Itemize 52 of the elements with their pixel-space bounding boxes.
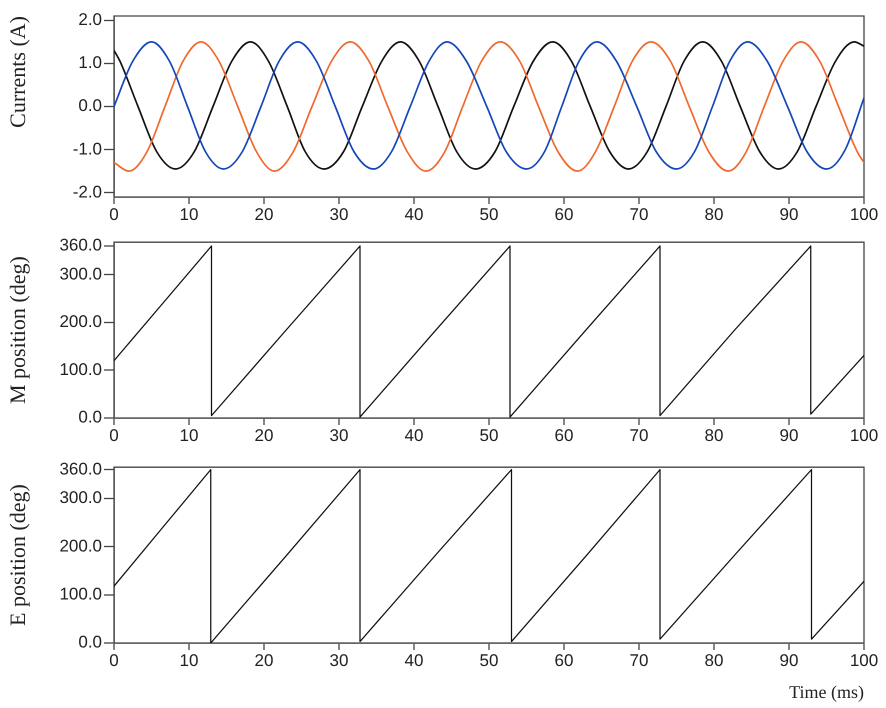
x-tick-label: 20 xyxy=(254,204,274,224)
x-tick-label: 80 xyxy=(704,204,724,224)
x-tick-label: 20 xyxy=(254,650,274,670)
x-tick-label: 50 xyxy=(480,650,498,670)
x-tick-label: 100 xyxy=(850,204,878,224)
x-tick-label: 100 xyxy=(850,650,878,670)
y-tick-label: 0.0 xyxy=(78,408,102,427)
y-axis-title: M position (deg) xyxy=(4,256,30,404)
x-tick-label: 60 xyxy=(554,650,574,670)
y-tick-label: 100.0 xyxy=(59,360,102,379)
x-tick-label: 100 xyxy=(850,426,878,445)
x-tick-label: 60 xyxy=(554,426,574,445)
x-tick-label: 0 xyxy=(109,426,119,445)
y-tick-label: 360.0 xyxy=(59,236,102,255)
y-tick-label: -2.0 xyxy=(72,182,102,202)
y-tick-label: 100.0 xyxy=(59,584,102,604)
x-tick-label: 70 xyxy=(630,650,648,670)
x-tick-label: 90 xyxy=(780,204,798,224)
x-tick-label: 70 xyxy=(630,426,648,445)
y-axis-title: Currents (A) xyxy=(4,16,30,128)
x-tick-label: 90 xyxy=(780,426,798,445)
x-tick-label: 10 xyxy=(180,204,198,224)
x-tick-label: 40 xyxy=(404,426,424,445)
x-tick-label: 70 xyxy=(630,204,648,224)
x-tick-label: 60 xyxy=(554,204,574,224)
y-tick-label: 360.0 xyxy=(59,459,102,478)
y-tick-label: 300.0 xyxy=(59,488,102,508)
x-axis-title: Time (ms) xyxy=(789,682,864,702)
x-tick-label: 20 xyxy=(254,426,274,445)
y-tick-label: 300.0 xyxy=(59,264,102,284)
x-tick-label: 80 xyxy=(704,426,724,445)
x-tick-label: 80 xyxy=(704,650,724,670)
y-tick-label: 2.0 xyxy=(78,10,102,29)
y-tick-label: -1.0 xyxy=(72,139,102,158)
y-axis-title: E position (deg) xyxy=(4,484,30,626)
y-tick-label: 200.0 xyxy=(59,312,102,332)
x-tick-label: 10 xyxy=(180,426,198,445)
x-tick-label: 30 xyxy=(330,204,348,224)
x-tick-label: 40 xyxy=(404,650,424,670)
x-tick-label: 10 xyxy=(180,650,198,670)
x-tick-label: 0 xyxy=(109,204,119,224)
x-tick-label: 30 xyxy=(330,426,348,445)
x-tick-label: 50 xyxy=(480,204,498,224)
y-tick-label: 0.0 xyxy=(78,632,102,652)
x-tick-label: 50 xyxy=(480,426,498,445)
y-tick-label: 0.0 xyxy=(78,96,102,116)
x-tick-label: 90 xyxy=(780,650,798,670)
y-tick-label: 1.0 xyxy=(78,53,102,72)
x-tick-label: 30 xyxy=(330,650,348,670)
x-tick-label: 40 xyxy=(404,204,424,224)
x-tick-label: 0 xyxy=(109,650,119,670)
y-tick-label: 200.0 xyxy=(59,536,102,556)
